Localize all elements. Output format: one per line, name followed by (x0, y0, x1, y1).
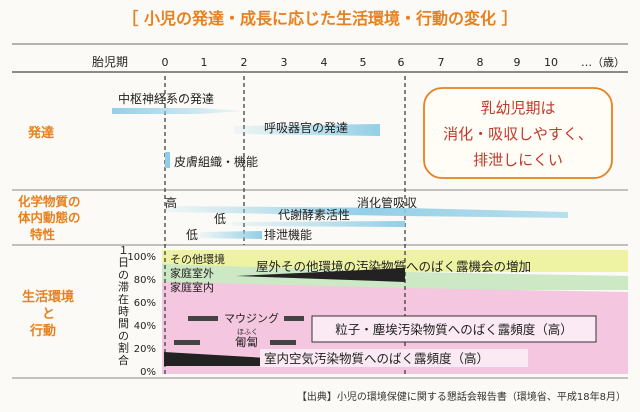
respiratory-development-text: 呼吸器官の発達 (264, 120, 348, 135)
ytick-label: 0% (140, 367, 156, 378)
diagram-title: ［ 小児の発達・成長に応じた生活環境・行動の変化 ］ (122, 9, 517, 28)
tick-label: 2 (241, 56, 248, 69)
note-line-2: 消化・吸収しやすく、 (443, 125, 593, 143)
tick-label: 8 (477, 56, 484, 69)
particle-exposure-box (311, 315, 597, 343)
respiratory-development-bar (234, 124, 380, 136)
metabolism-text: 代謝酵素活性 (278, 207, 350, 222)
cns-development-text: 中枢神経系の発達 (118, 91, 214, 106)
low-marker-excretion: 低 (186, 228, 198, 242)
axis-ticks: 0 1 2 3 4 5 6 7 8 9 10 …（歳） (162, 56, 626, 69)
band-yellow (162, 250, 628, 272)
tick-label: 1 (201, 56, 208, 69)
metabolism-bar (232, 221, 405, 227)
environment-label-line-2: と (42, 307, 55, 322)
tick-label: 3 (281, 56, 288, 69)
crawling-bar-right (270, 340, 296, 345)
particle-exposure-text: 粒子・塵埃汚染物質へのばく露頻度（高） (335, 322, 573, 337)
environment-label-line-3: 行動 (29, 323, 56, 339)
tick-label: 9 (514, 56, 521, 69)
tick-label: 4 (321, 56, 328, 69)
mouthing-text: マウジング (224, 311, 279, 325)
crawling-text: 匍匐 (235, 335, 258, 349)
ytick-label: 60% (134, 298, 156, 309)
tick-label: …（歳） (581, 56, 625, 69)
chemical-label-line-1: 化学物質の (18, 194, 81, 209)
handwritten-note: 乳幼児期は 消化・吸収しやすく、 排泄しにくい (423, 87, 613, 179)
environment-label-line-1: 生活環境 (22, 289, 74, 305)
source-citation: 【出典】小児の環境保健に関する懇話会報告書（環境省、平成18年8月） (297, 390, 626, 403)
chemical-label-line-3: 特性 (30, 227, 56, 242)
excretion-bar (200, 231, 262, 239)
crawling-bar-left (174, 340, 200, 345)
zone-label-outdoor: 家庭室外 (170, 266, 214, 280)
note-line-1: 乳幼児期は (480, 99, 555, 117)
tick-label: 6 (398, 56, 405, 69)
cns-development-bar (112, 108, 244, 114)
excretion-text: 排泄機能 (264, 227, 312, 242)
indoor-air-label-box (260, 349, 528, 367)
zone-label-other: その他環境 (170, 252, 225, 266)
ytick-label: 80% (134, 275, 156, 286)
stay-ratio-ylabel: １日の滞在時間の割合 (118, 244, 129, 367)
note-line-3: 排泄しにくい (473, 151, 563, 169)
ytick-label: 40% (134, 321, 156, 332)
tick-label: 5 (360, 56, 367, 69)
fetal-period-label: 胎児期 (92, 55, 128, 69)
indoor-air-text: 室内空気汚染物質へのばく露頻度（高） (264, 351, 489, 366)
outdoor-exposure-wedge (236, 268, 405, 282)
ytick-label: 20% (134, 344, 156, 355)
stay-ratio-yticks: 100% 80% 60% 40% 20% 0% (127, 252, 156, 378)
crawling-ruby: ほふく (237, 328, 258, 336)
tick-label: 10 (544, 56, 558, 69)
note-box (423, 87, 613, 179)
mouthing-bar-right (284, 316, 304, 321)
chemical-label-line-2: 体内動態の (18, 210, 81, 225)
high-marker: 高 (165, 195, 177, 210)
skin-function-bar (165, 152, 170, 168)
mouthing-bar-left (188, 316, 218, 321)
skin-function-text: 皮膚組織・機能 (174, 154, 258, 169)
tick-label: 0 (162, 56, 169, 69)
zone-label-indoor: 家庭室内 (170, 280, 214, 294)
low-marker-metabolism: 低 (214, 212, 226, 226)
ytick-label: 100% (127, 252, 156, 263)
development-label: 発達 (27, 125, 54, 141)
tick-label: 7 (438, 56, 445, 69)
absorption-text: 消化管吸収 (357, 195, 417, 210)
absorption-bar (165, 206, 568, 218)
outdoor-exposure-text: 屋外その他環境の汚染物質へのばく露機会の増加 (256, 259, 531, 274)
